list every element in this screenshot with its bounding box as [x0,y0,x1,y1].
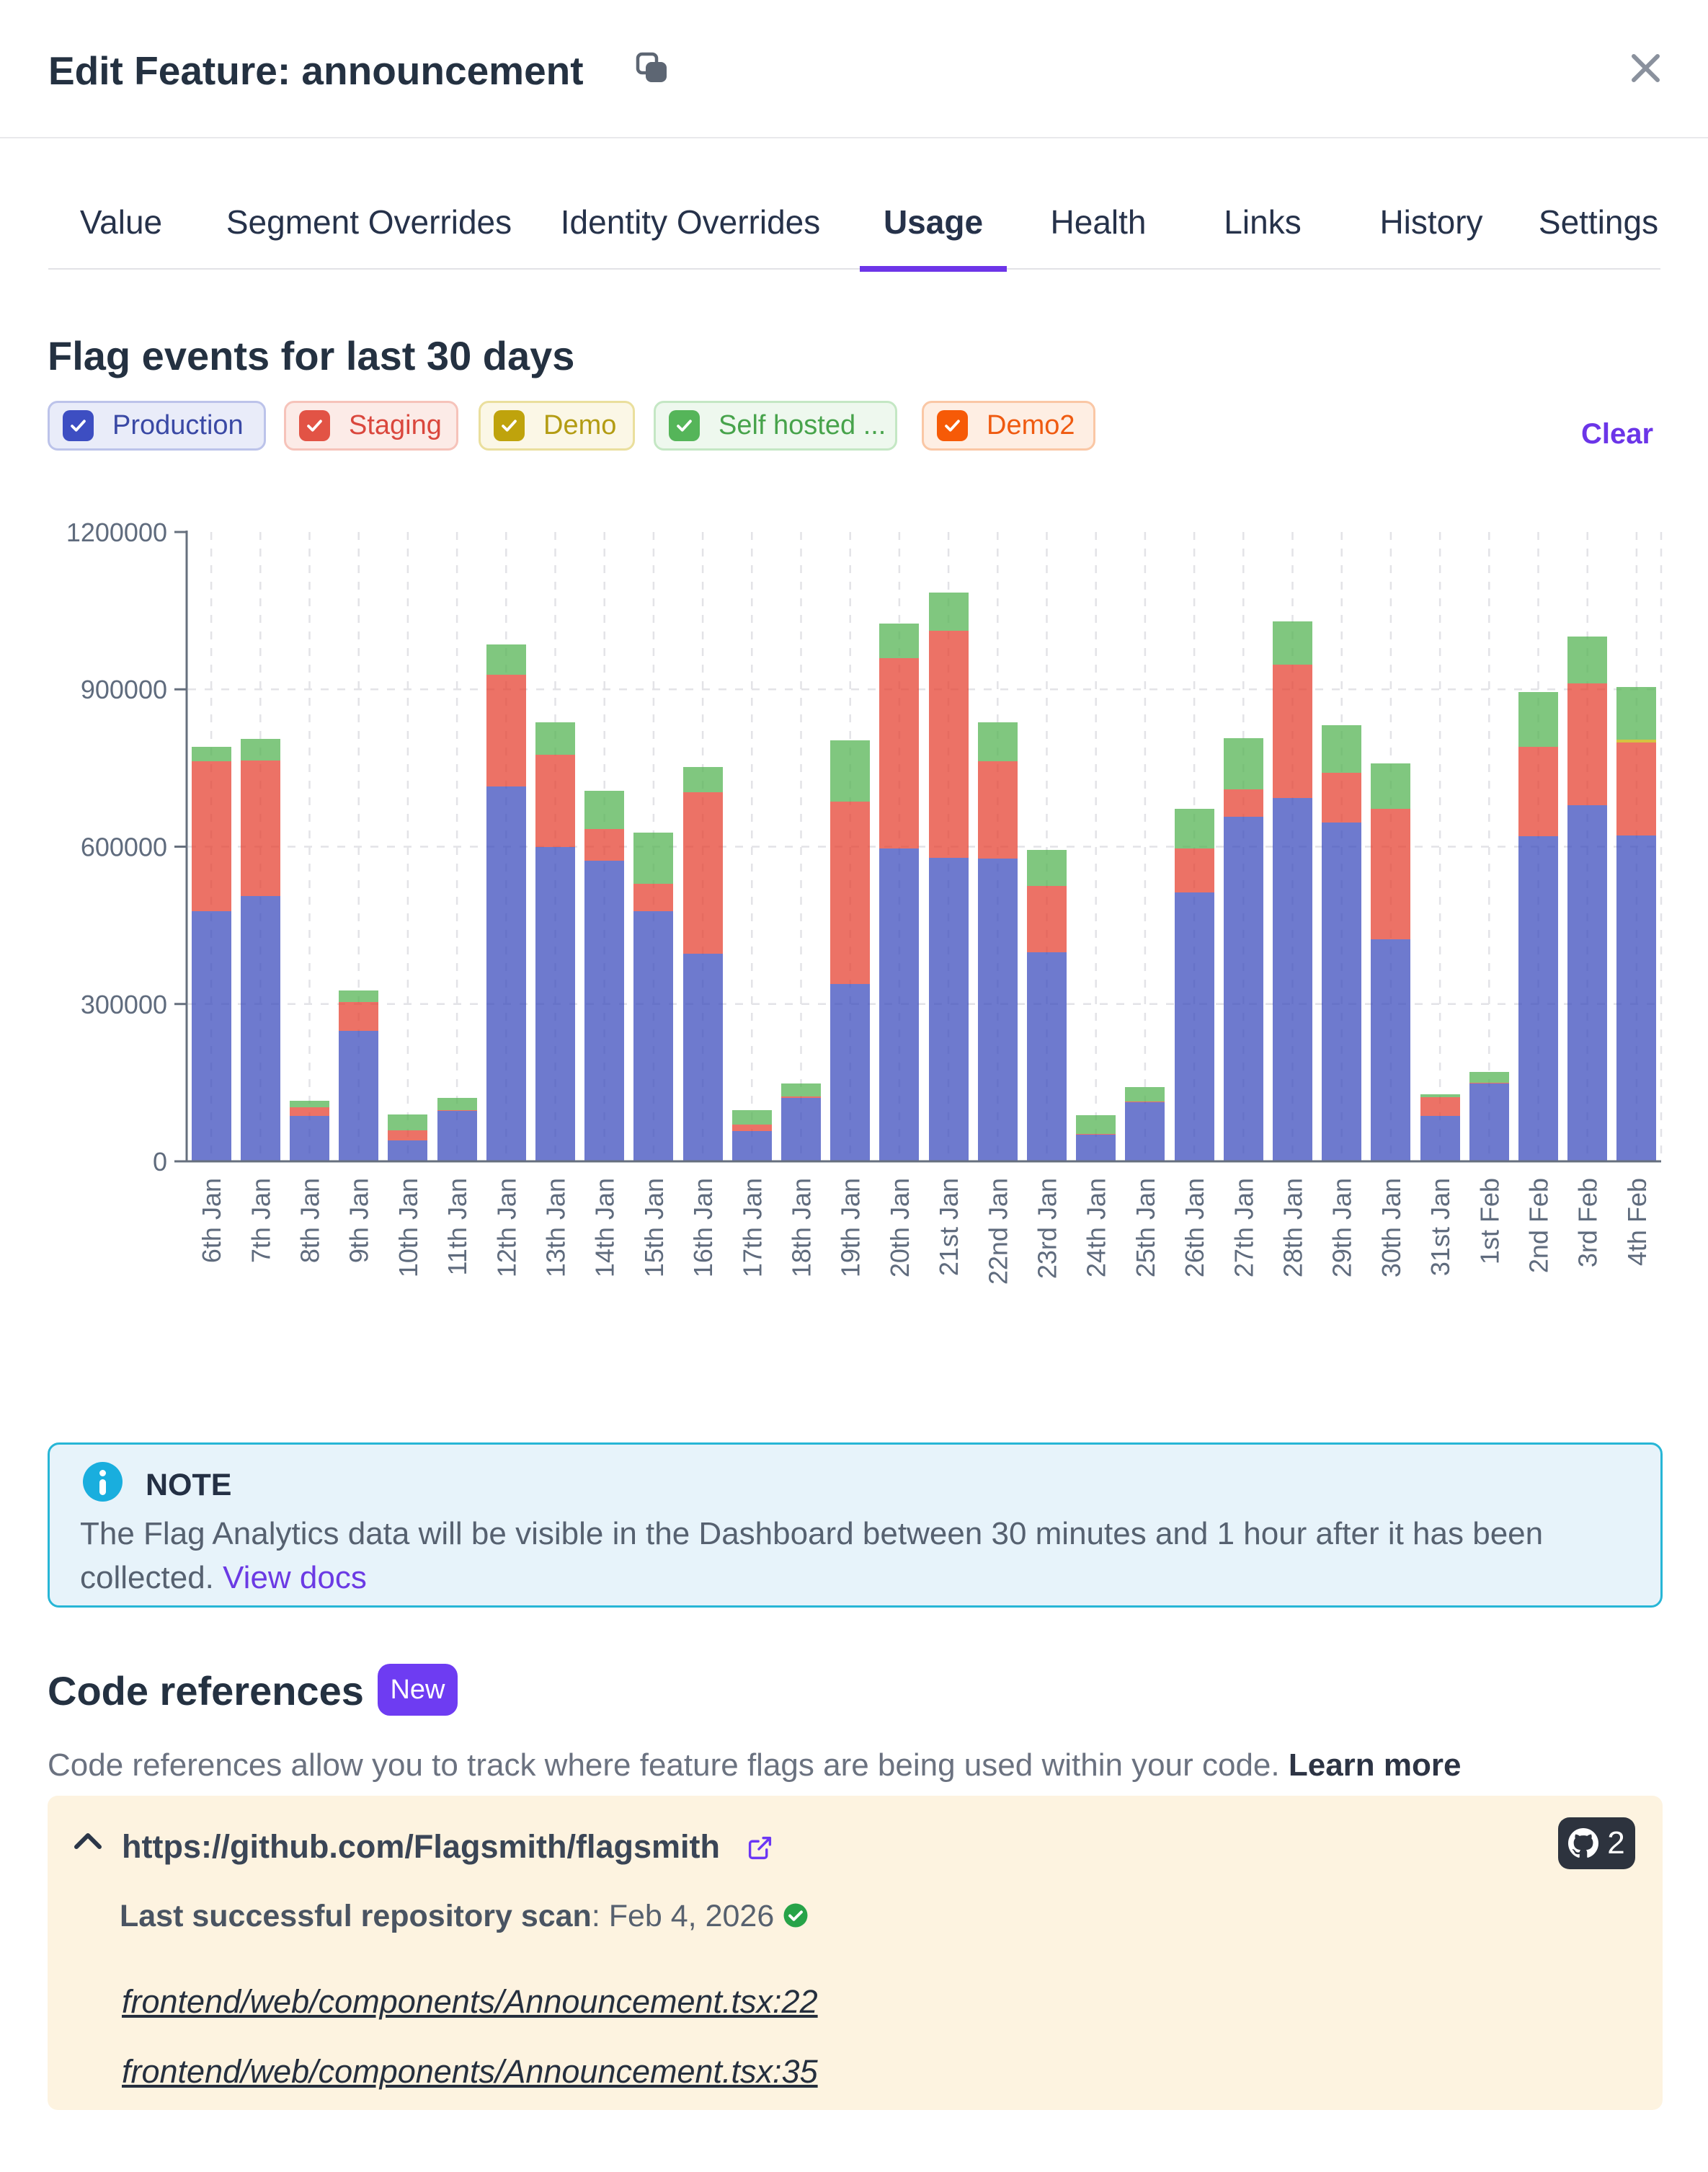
svg-text:14th Jan: 14th Jan [590,1178,620,1277]
svg-text:19th Jan: 19th Jan [836,1178,866,1277]
svg-text:11th Jan: 11th Jan [442,1178,472,1275]
svg-text:17th Jan: 17th Jan [737,1178,767,1277]
svg-text:3rd Feb: 3rd Feb [1573,1178,1603,1267]
svg-text:1st Feb: 1st Feb [1475,1178,1504,1264]
svg-text:16th Jan: 16th Jan [688,1178,718,1277]
svg-text:29th Jan: 29th Jan [1327,1178,1357,1277]
svg-text:23rd Jan: 23rd Jan [1033,1178,1062,1279]
svg-text:12th Jan: 12th Jan [492,1178,521,1277]
svg-text:900000: 900000 [81,675,167,704]
svg-text:22nd Jan: 22nd Jan [983,1178,1013,1285]
svg-text:1200000: 1200000 [66,518,167,547]
svg-text:10th Jan: 10th Jan [393,1178,423,1277]
svg-text:300000: 300000 [81,990,167,1019]
svg-text:30th Jan: 30th Jan [1376,1178,1406,1277]
svg-text:13th Jan: 13th Jan [541,1178,571,1277]
svg-text:26th Jan: 26th Jan [1180,1178,1209,1277]
svg-text:18th Jan: 18th Jan [787,1178,817,1277]
svg-text:2nd Feb: 2nd Feb [1524,1178,1554,1273]
svg-text:15th Jan: 15th Jan [639,1178,669,1277]
svg-text:20th Jan: 20th Jan [885,1178,915,1277]
svg-text:9th Jan: 9th Jan [344,1178,374,1263]
svg-text:28th Jan: 28th Jan [1278,1178,1308,1277]
svg-text:27th Jan: 27th Jan [1229,1178,1258,1277]
svg-text:0: 0 [153,1147,167,1176]
svg-text:600000: 600000 [81,833,167,862]
svg-text:4th Feb: 4th Feb [1622,1178,1652,1266]
svg-text:21st Jan: 21st Jan [934,1178,964,1276]
svg-text:24th Jan: 24th Jan [1082,1178,1111,1277]
svg-text:8th Jan: 8th Jan [295,1178,325,1263]
svg-text:31st Jan: 31st Jan [1425,1178,1455,1276]
svg-text:25th Jan: 25th Jan [1131,1178,1160,1277]
svg-text:7th Jan: 7th Jan [246,1178,275,1263]
svg-text:6th Jan: 6th Jan [197,1178,226,1263]
